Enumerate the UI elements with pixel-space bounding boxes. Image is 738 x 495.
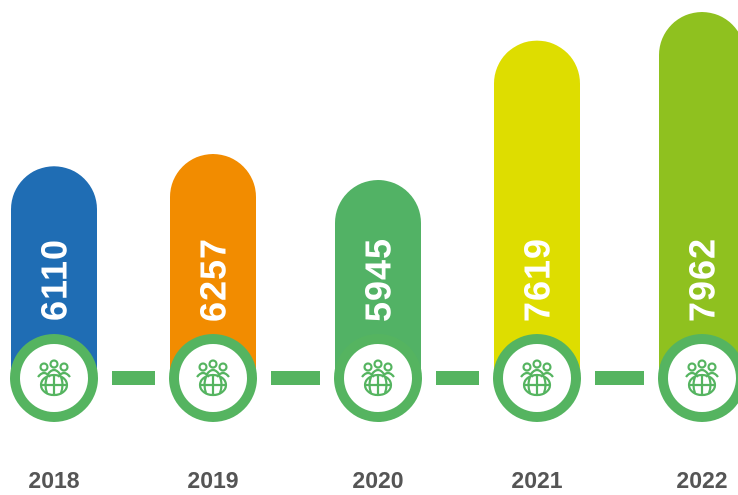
icon-globe-lines: [200, 375, 226, 395]
bar: [494, 40, 580, 379]
icon-head: [39, 362, 49, 372]
icon-head: [198, 362, 208, 372]
icon-globe-lines: [524, 375, 550, 395]
icon-head: [218, 362, 228, 372]
x-tick-label: 2020: [352, 467, 403, 493]
icon-head: [687, 362, 697, 372]
icon-head: [59, 362, 69, 372]
bar: [659, 12, 738, 378]
icon-globe-lines: [41, 375, 67, 395]
icon-head: [363, 362, 373, 372]
icon-head: [208, 359, 218, 369]
bar: [335, 180, 421, 378]
value-label: 6257: [193, 238, 234, 322]
people-globe-icon: [685, 359, 719, 397]
value-label: 6110: [34, 239, 75, 321]
icon-globe-lines: [689, 375, 715, 395]
icon-head: [49, 359, 59, 369]
value-label: 5945: [358, 238, 399, 322]
connector: [112, 371, 155, 385]
value-label: 7962: [682, 238, 723, 322]
icon-head: [697, 359, 707, 369]
icon-head: [373, 359, 383, 369]
value-label: 7619: [517, 238, 558, 322]
icon-head: [383, 362, 393, 372]
bar: [11, 166, 97, 378]
icon-head: [532, 359, 542, 369]
people-globe-icon: [37, 359, 71, 397]
x-tick-label: 2021: [511, 467, 562, 493]
x-tick-label: 2022: [676, 467, 727, 493]
people-globe-icon: [361, 359, 395, 397]
connector: [271, 371, 320, 385]
connector: [436, 371, 479, 385]
people-globe-icon: [520, 359, 554, 397]
bar: [170, 154, 256, 378]
icon-head: [707, 362, 717, 372]
icon-globe-lines: [365, 375, 391, 395]
connector: [595, 371, 644, 385]
icon-head: [522, 362, 532, 372]
icon-head: [542, 362, 552, 372]
people-globe-icon: [196, 359, 230, 397]
x-tick-label: 2019: [187, 467, 238, 493]
x-tick-label: 2018: [28, 467, 79, 493]
